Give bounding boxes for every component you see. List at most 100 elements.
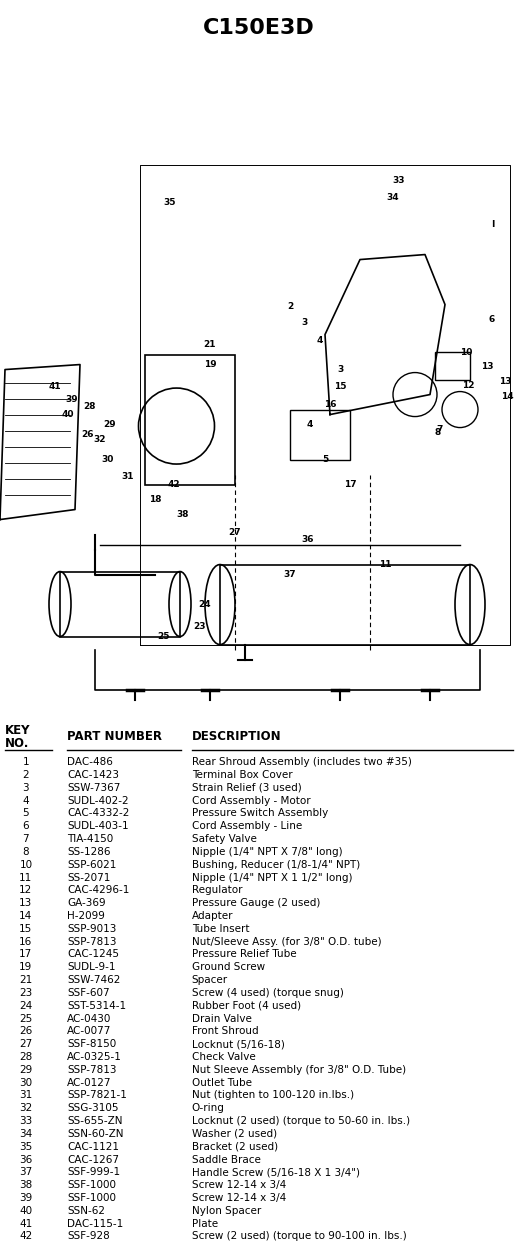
Text: 26: 26 bbox=[19, 1026, 33, 1036]
Text: 23: 23 bbox=[19, 988, 33, 998]
Text: SSF-8150: SSF-8150 bbox=[67, 1039, 117, 1049]
Text: SSP-7813: SSP-7813 bbox=[67, 936, 117, 946]
Text: 6: 6 bbox=[489, 315, 495, 324]
Text: 40: 40 bbox=[19, 1206, 33, 1216]
Text: 28: 28 bbox=[84, 402, 96, 412]
Text: Nut/Sleeve Assy. (for 3/8" O.D. tube): Nut/Sleeve Assy. (for 3/8" O.D. tube) bbox=[192, 936, 381, 946]
Text: Nipple (1/4" NPT X 7/8" long): Nipple (1/4" NPT X 7/8" long) bbox=[192, 847, 342, 857]
Text: SSP-9013: SSP-9013 bbox=[67, 924, 117, 934]
Text: 24: 24 bbox=[199, 600, 211, 609]
Text: CAC-1121: CAC-1121 bbox=[67, 1142, 119, 1152]
Text: 30: 30 bbox=[19, 1077, 33, 1087]
Text: 42: 42 bbox=[168, 480, 180, 489]
Text: 10: 10 bbox=[460, 348, 472, 357]
Text: 12: 12 bbox=[19, 885, 33, 895]
Text: 2: 2 bbox=[23, 769, 29, 779]
Text: 35: 35 bbox=[164, 198, 176, 207]
Text: Front Shroud: Front Shroud bbox=[192, 1026, 258, 1036]
Text: 13: 13 bbox=[481, 362, 493, 372]
Text: 41: 41 bbox=[49, 382, 61, 392]
Text: 31: 31 bbox=[122, 473, 134, 481]
Bar bbox=[290, 409, 350, 460]
Text: I: I bbox=[491, 219, 495, 229]
Text: SSP-7813: SSP-7813 bbox=[67, 1065, 117, 1075]
Text: 12: 12 bbox=[462, 382, 474, 390]
Text: O-ring: O-ring bbox=[192, 1104, 224, 1114]
Text: SUDL-403-1: SUDL-403-1 bbox=[67, 822, 129, 832]
Text: 16: 16 bbox=[19, 936, 33, 946]
Text: 24: 24 bbox=[19, 1001, 33, 1011]
Text: Plate: Plate bbox=[192, 1218, 218, 1228]
Text: 21: 21 bbox=[19, 975, 33, 985]
Text: 39: 39 bbox=[66, 395, 78, 404]
Text: CAC-4332-2: CAC-4332-2 bbox=[67, 808, 130, 818]
Text: Pressure Relief Tube: Pressure Relief Tube bbox=[192, 949, 296, 959]
Text: 5: 5 bbox=[322, 455, 328, 464]
Text: 32: 32 bbox=[19, 1104, 33, 1114]
Text: 4: 4 bbox=[307, 420, 313, 429]
Text: Cord Assembly - Motor: Cord Assembly - Motor bbox=[192, 796, 310, 806]
Text: SSG-3105: SSG-3105 bbox=[67, 1104, 119, 1114]
Text: 33: 33 bbox=[393, 176, 405, 185]
Text: CAC-1245: CAC-1245 bbox=[67, 949, 119, 959]
Text: 19: 19 bbox=[19, 963, 33, 973]
Text: SSF-928: SSF-928 bbox=[67, 1232, 110, 1242]
Text: H-2099: H-2099 bbox=[67, 912, 105, 922]
Text: 8: 8 bbox=[435, 428, 441, 436]
Text: 3: 3 bbox=[337, 365, 343, 374]
Text: GA-369: GA-369 bbox=[67, 898, 106, 908]
Text: 23: 23 bbox=[194, 622, 206, 631]
Text: Spacer: Spacer bbox=[192, 975, 228, 985]
Text: Screw 12-14 x 3/4: Screw 12-14 x 3/4 bbox=[192, 1193, 286, 1203]
Text: 42: 42 bbox=[19, 1232, 33, 1242]
Text: 1: 1 bbox=[23, 757, 29, 767]
Text: 25: 25 bbox=[19, 1014, 33, 1024]
Text: SSP-6021: SSP-6021 bbox=[67, 859, 117, 869]
Text: Tube Insert: Tube Insert bbox=[192, 924, 249, 934]
Text: 16: 16 bbox=[324, 400, 336, 409]
Text: DAC-115-1: DAC-115-1 bbox=[67, 1218, 124, 1228]
Text: Bracket (2 used): Bracket (2 used) bbox=[192, 1142, 278, 1152]
Text: 17: 17 bbox=[19, 949, 33, 959]
Text: 31: 31 bbox=[19, 1090, 33, 1100]
Text: 14: 14 bbox=[501, 392, 513, 402]
Text: Check Valve: Check Valve bbox=[192, 1052, 255, 1062]
Bar bbox=[220, 565, 470, 645]
Text: 34: 34 bbox=[19, 1129, 33, 1139]
Text: 33: 33 bbox=[19, 1116, 33, 1126]
Text: Nut (tighten to 100-120 in.lbs.): Nut (tighten to 100-120 in.lbs.) bbox=[192, 1090, 354, 1100]
Text: Outlet Tube: Outlet Tube bbox=[192, 1077, 252, 1087]
Text: Pressure Gauge (2 used): Pressure Gauge (2 used) bbox=[192, 898, 320, 908]
Text: SSP-7821-1: SSP-7821-1 bbox=[67, 1090, 127, 1100]
Text: 4: 4 bbox=[23, 796, 29, 806]
Text: Regulator: Regulator bbox=[192, 885, 242, 895]
Text: NO.: NO. bbox=[5, 737, 30, 751]
Text: 37: 37 bbox=[284, 570, 296, 579]
Text: SUDL-9-1: SUDL-9-1 bbox=[67, 963, 116, 973]
Text: Locknut (5/16-18): Locknut (5/16-18) bbox=[192, 1039, 284, 1049]
Text: 17: 17 bbox=[343, 480, 356, 489]
Text: Nut Sleeve Assembly (for 3/8" O.D. Tube): Nut Sleeve Assembly (for 3/8" O.D. Tube) bbox=[192, 1065, 406, 1075]
Text: 11: 11 bbox=[19, 873, 33, 883]
Text: 27: 27 bbox=[19, 1039, 33, 1049]
Bar bbox=[145, 354, 235, 485]
Text: AC-0325-1: AC-0325-1 bbox=[67, 1052, 122, 1062]
Text: Terminal Box Cover: Terminal Box Cover bbox=[192, 769, 292, 779]
Text: CAC-1267: CAC-1267 bbox=[67, 1155, 119, 1165]
Text: 25: 25 bbox=[157, 632, 169, 641]
Text: 11: 11 bbox=[379, 560, 391, 569]
Text: SSF-1000: SSF-1000 bbox=[67, 1193, 117, 1203]
Text: SSW-7367: SSW-7367 bbox=[67, 783, 121, 793]
Text: SS-2071: SS-2071 bbox=[67, 873, 111, 883]
Text: 37: 37 bbox=[19, 1167, 33, 1177]
Text: 41: 41 bbox=[19, 1218, 33, 1228]
Text: 13: 13 bbox=[19, 898, 33, 908]
Text: Safety Valve: Safety Valve bbox=[192, 834, 256, 844]
Text: SS-1286: SS-1286 bbox=[67, 847, 111, 857]
Text: DAC-486: DAC-486 bbox=[67, 757, 113, 767]
Text: 26: 26 bbox=[81, 430, 93, 439]
Text: 32: 32 bbox=[94, 435, 106, 444]
Text: 38: 38 bbox=[177, 510, 189, 519]
Text: 5: 5 bbox=[23, 808, 29, 818]
Text: 7: 7 bbox=[437, 425, 443, 434]
